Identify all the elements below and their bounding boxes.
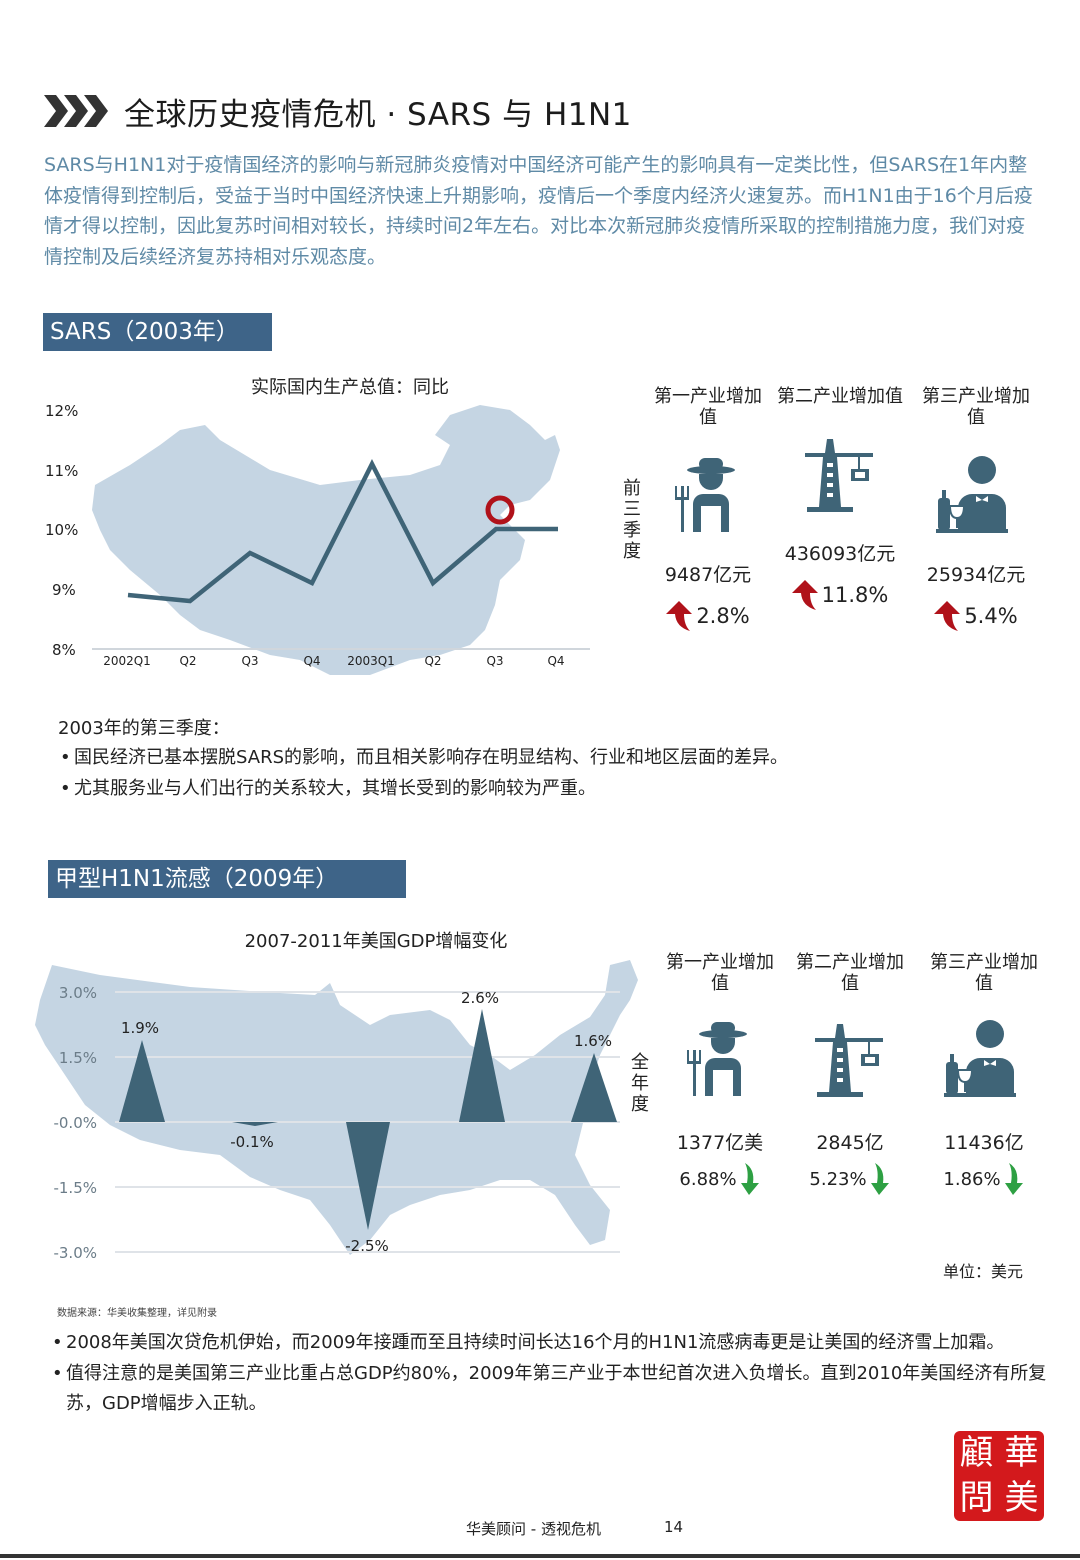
svg-text:3.0%: 3.0% (59, 984, 97, 1002)
svg-text:12%: 12% (45, 402, 78, 420)
industry-change: 5.23% (780, 1163, 920, 1195)
svg-text:-0.0%: -0.0% (53, 1114, 97, 1132)
svg-text:Q4: Q4 (547, 654, 564, 668)
svg-text:-3.0%: -3.0% (53, 1244, 97, 1262)
industry-change: 11.8% (770, 580, 910, 610)
bullet-item: 尤其服务业与人们出行的关系较大，其增长受到的影响较为严重。 (58, 773, 1038, 804)
svg-text:-1.5%: -1.5% (53, 1179, 97, 1197)
svg-text:2002Q1: 2002Q1 (103, 654, 151, 668)
usa-map-silhouette (35, 960, 638, 1255)
china-gdp-line-chart: 12% 11% 10% 9% 8% 2002Q1 Q2 Q3 Q4 2003Q1… (45, 402, 590, 675)
svg-text:8%: 8% (52, 641, 76, 659)
industry-change: 2.8% (638, 601, 778, 631)
industry-secondary-h1n1: 第二产业增加值 2845亿 5.23% (780, 952, 920, 1195)
industry-value: 1377亿美 (676, 1132, 764, 1154)
svg-text:Q2: Q2 (424, 654, 441, 668)
arrow-down-green-icon (870, 1163, 889, 1195)
data-source: 数据来源：华美收集整理，详见附录 (57, 1308, 217, 1319)
industry-label: 第一产业增加值 (666, 952, 774, 994)
industry-change: 6.88% (650, 1163, 790, 1195)
svg-text:Q4: Q4 (303, 654, 320, 668)
h1n1-bullet-list: 2008年美国次贷危机伊始，而2009年接踵而至且持续时间长达16个月的H1N1… (50, 1328, 1050, 1420)
svg-text:2003Q1: 2003Q1 (347, 654, 395, 668)
page-header: 全球历史疫情危机 · SARS 与 H1N1 (44, 86, 632, 136)
bullet-item: 国民经济已基本摆脱SARS的影响，而且相关影响存在明显结构、行业和地区层面的差异… (58, 742, 1038, 773)
industry-label: 第三产业增加值 (930, 952, 1038, 994)
svg-text:2.6%: 2.6% (461, 989, 499, 1007)
arrow-up-red-icon (934, 601, 961, 631)
industry-label: 第一产业增加值 (654, 386, 762, 428)
arrow-up-red-icon (791, 580, 818, 610)
crane-icon (805, 439, 873, 512)
section-header-h1n1: 甲型H1N1流感（2009年） (48, 860, 406, 898)
bullet-item: 2008年美国次贷危机伊始，而2009年接踵而至且持续时间长达16个月的H1N1… (50, 1328, 1050, 1359)
svg-text:10%: 10% (45, 521, 78, 539)
farmer-icon (687, 1022, 747, 1096)
industry-value: 25934亿元 (926, 564, 1026, 586)
industry-change: 1.86% (914, 1163, 1054, 1195)
section-header-sars: SARS（2003年） (43, 313, 272, 351)
page-number: 14 (664, 1518, 684, 1536)
unit-label: 单位：美元 (943, 1262, 1024, 1281)
industry-tertiary-sars: 第三产业增加值 25934亿元 5.4% (906, 386, 1046, 631)
crane-icon (815, 1024, 883, 1097)
period-label-sars: 前三季度 (623, 478, 641, 562)
arrow-down-green-icon (1004, 1163, 1023, 1195)
industry-primary-sars: 第一产业增加值 9487亿元 2.8% (638, 386, 778, 631)
footer-divider (0, 1554, 1080, 1558)
industry-label: 第二产业增加值 (796, 952, 904, 994)
svg-text:Q2: Q2 (179, 654, 196, 668)
svg-text:1.6%: 1.6% (574, 1032, 612, 1050)
svg-text:1.9%: 1.9% (121, 1019, 159, 1037)
svg-text:Q3: Q3 (241, 654, 258, 668)
farmer-icon (675, 458, 735, 532)
company-seal-logo: 顧華 問美 (954, 1431, 1044, 1521)
industry-value: 2845亿 (816, 1132, 884, 1154)
svg-text:-2.5%: -2.5% (345, 1237, 389, 1255)
chart-title-china-gdp: 实际国内生产总值：同比 (251, 377, 449, 398)
industry-change: 5.4% (906, 601, 1046, 631)
industry-label: 第二产业增加值 (777, 386, 903, 407)
china-map-silhouette (92, 405, 560, 675)
svg-text:11%: 11% (45, 462, 78, 480)
intro-paragraph: SARS与H1N1对于疫情国经济的影响与新冠肺炎疫情对中国经济可能产生的影响具有… (44, 154, 1033, 268)
us-gdp-triangle-chart: 3.0% 1.5% -0.0% -1.5% -3.0% 1.9% -0.1% -… (35, 960, 638, 1262)
arrow-up-red-icon (666, 601, 693, 631)
waiter-icon (936, 456, 1008, 533)
highlight-circle (485, 495, 515, 525)
footer-text: 华美顾问 - 透视危机 (466, 1520, 601, 1538)
industry-value: 11436亿 (944, 1132, 1024, 1154)
industry-value: 9487亿元 (664, 564, 752, 586)
note-heading: 2003年的第三季度： (58, 718, 230, 739)
svg-text:1.5%: 1.5% (59, 1049, 97, 1067)
industry-primary-h1n1: 第一产业增加值 1377亿美 6.88% (650, 952, 790, 1195)
period-label-h1n1: 全年度 (631, 1052, 649, 1115)
industry-label: 第三产业增加值 (922, 386, 1030, 428)
industry-value: 436093亿元 (784, 543, 896, 565)
chart-title-us-gdp: 2007-2011年美国GDP增幅变化 (244, 931, 508, 952)
arrow-down-green-icon (740, 1163, 759, 1195)
svg-text:9%: 9% (52, 581, 76, 599)
industry-tertiary-h1n1: 第三产业增加值 11436亿 1.86% (914, 952, 1054, 1195)
triple-chevron-icon (44, 95, 108, 127)
waiter-icon (944, 1020, 1016, 1097)
sars-bullet-list: 国民经济已基本摆脱SARS的影响，而且相关影响存在明显结构、行业和地区层面的差异… (58, 742, 1038, 804)
page-title: 全球历史疫情危机 · SARS 与 H1N1 (124, 96, 632, 133)
bullet-item: 值得注意的是美国第三产业比重占总GDP约80%，2009年第三产业于本世纪首次进… (50, 1359, 1050, 1420)
industry-secondary-sars: 第二产业增加值 436093亿元 11.8% (770, 386, 910, 610)
svg-text:Q3: Q3 (486, 654, 503, 668)
svg-text:-0.1%: -0.1% (230, 1133, 274, 1151)
